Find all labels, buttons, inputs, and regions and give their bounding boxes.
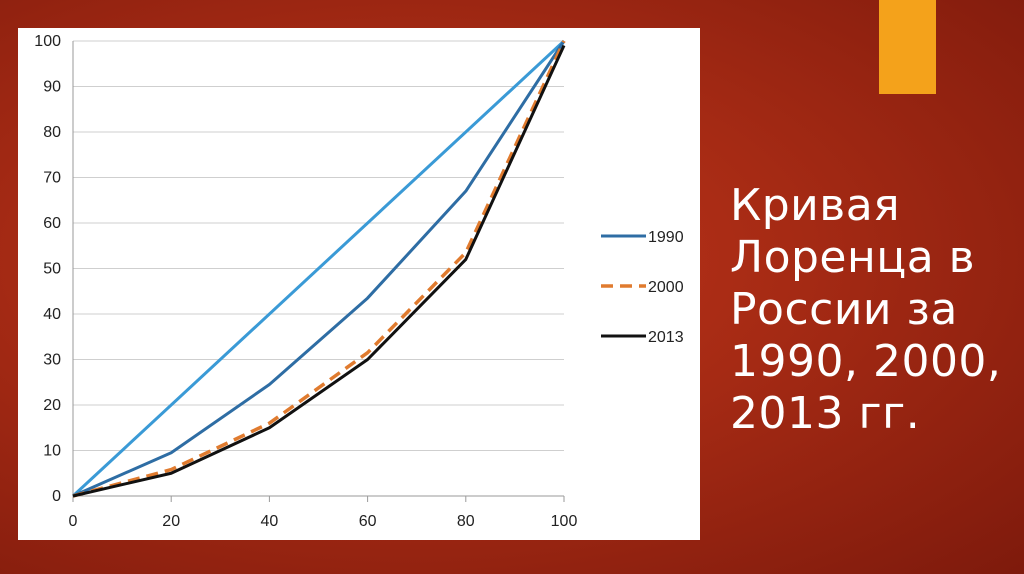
series-line-2000 (72, 40, 566, 498)
x-tick-label: 40 (261, 513, 279, 530)
series-line-2013 (72, 44, 566, 498)
y-tick-label: 60 (43, 215, 61, 232)
title-line: 2013 гг. (730, 388, 921, 439)
legend-label: 2013 (648, 329, 684, 346)
y-tick-label: 0 (52, 488, 61, 505)
lorenz-chart: 0 10 20 30 40 50 60 70 80 90 100 0 20 40 60 80 100 1990 20… (18, 28, 700, 540)
title-line: 1990, 2000, (730, 336, 1002, 387)
y-tick-label: 50 (43, 261, 61, 278)
x-tick-label: 100 (551, 513, 578, 530)
y-tick-label: 70 (43, 170, 61, 187)
series-line-1990 (72, 40, 566, 498)
y-tick-label: 40 (43, 306, 61, 323)
x-tick-label: 80 (457, 513, 475, 530)
y-tick-label: 100 (34, 33, 61, 50)
equality-line (71, 39, 566, 498)
legend-label: 2000 (648, 279, 684, 296)
accent-bar (879, 0, 936, 94)
y-tick-label: 90 (43, 79, 61, 96)
y-tick-label: 80 (43, 124, 61, 141)
title-line: Кривая (730, 180, 901, 231)
title-line: России за (730, 284, 958, 335)
title-line: Лоренца в (730, 232, 976, 283)
x-tick-label: 20 (162, 513, 180, 530)
chart-canvas: 0 10 20 30 40 50 60 70 80 90 100 0 20 40 60 80 100 1990 20… (34, 33, 684, 530)
y-tick-label: 30 (43, 352, 61, 369)
slide-title: Кривая Лоренца в России за 1990, 2000, 2… (730, 180, 1010, 440)
y-tick-label: 10 (43, 443, 61, 460)
y-tick-label: 20 (43, 397, 61, 414)
legend-label: 1990 (648, 229, 684, 246)
x-tick-label: 0 (69, 513, 78, 530)
x-tick-label: 60 (359, 513, 377, 530)
